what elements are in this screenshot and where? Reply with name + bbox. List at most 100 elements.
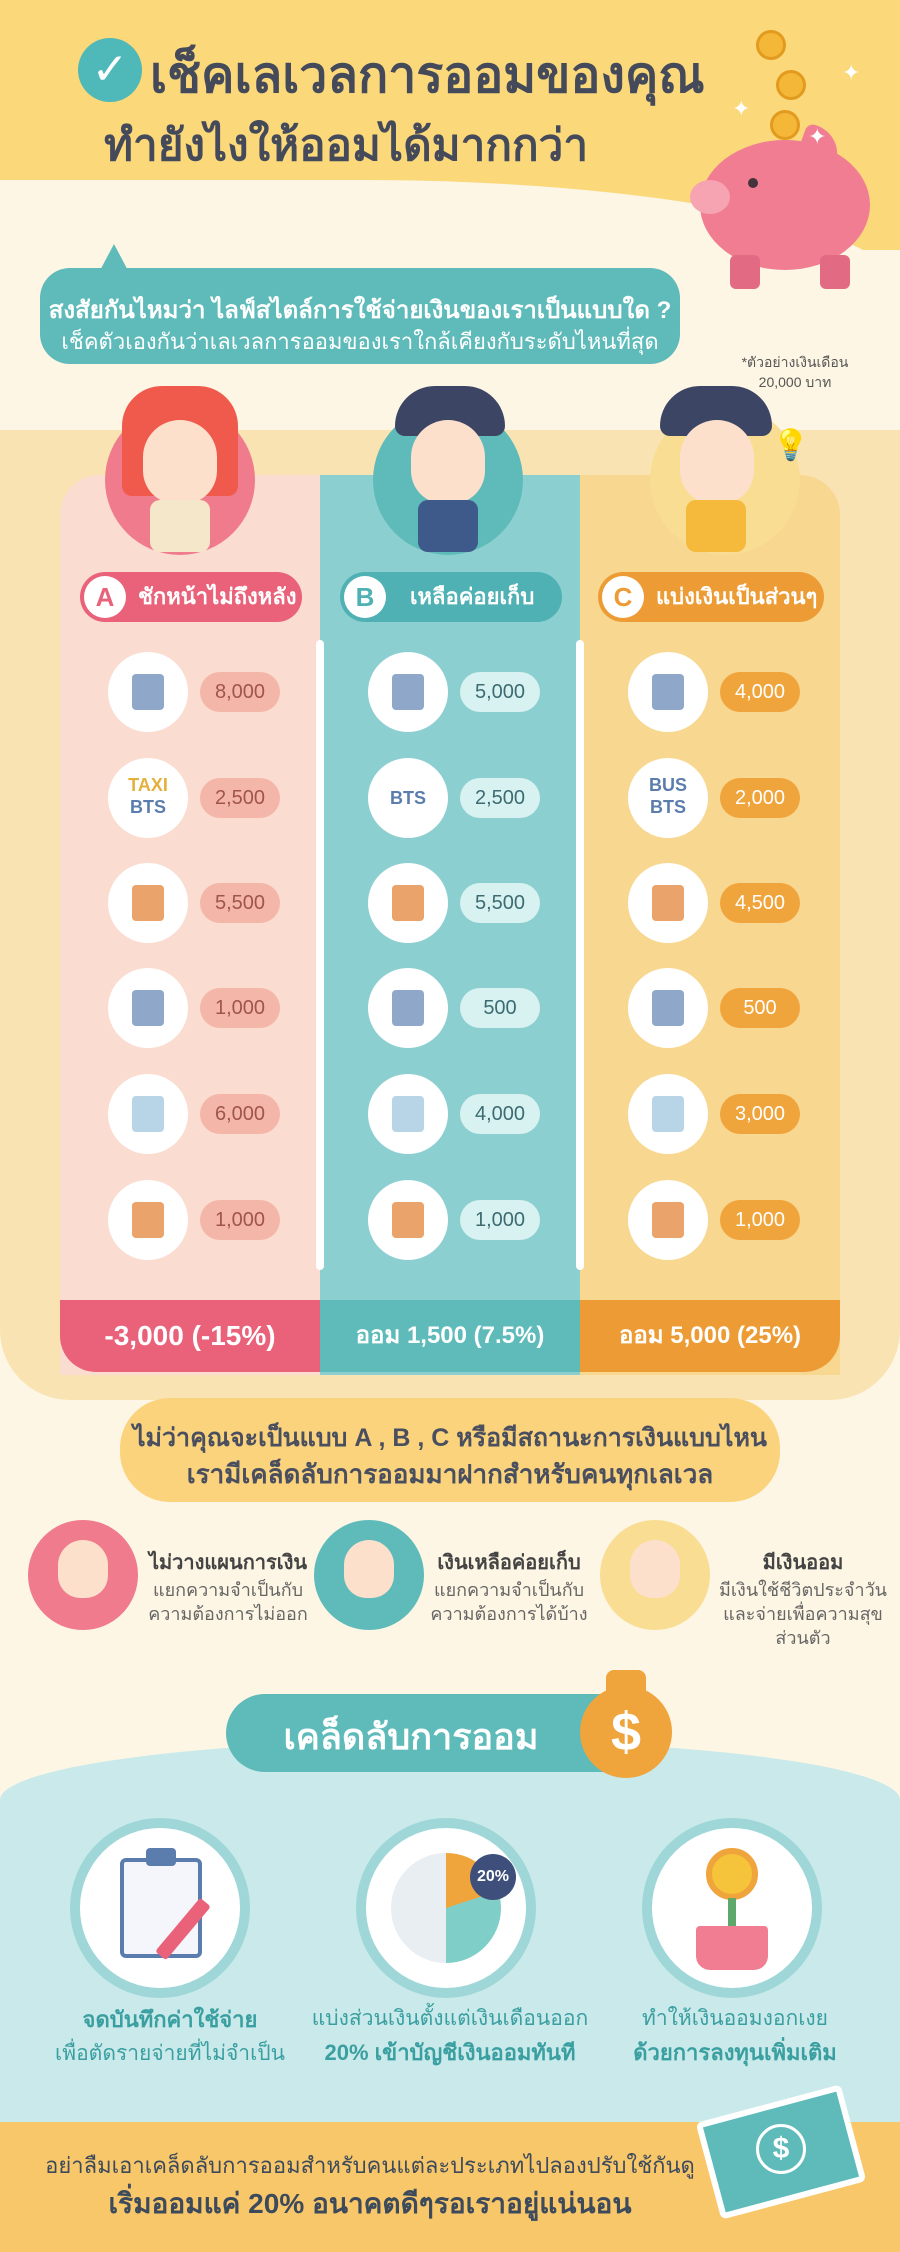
icon-glyph: [392, 674, 424, 710]
persona-c-tip-line-1: มีเงินใช้ชีวิตประจำวัน: [719, 1580, 887, 1600]
shopping-bags-icon: [108, 1074, 188, 1154]
icon-label: BUS: [648, 775, 687, 795]
icon-glyph: [132, 885, 164, 921]
expense-amount: 2,500: [460, 778, 540, 818]
piggy-bank-icon: [700, 140, 870, 270]
flower-stem: [728, 1898, 736, 1928]
persona-a-label: ชักหน้าไม่ถึงหลัง: [138, 584, 297, 609]
persona-c-label: แบ่งเงินเป็นส่วนๆ: [656, 584, 818, 609]
cosmetics-icon: [628, 1180, 708, 1260]
icon-glyph: [132, 674, 164, 710]
persona-b-tip-line-1: แยกความจำเป็นกับ: [433, 1580, 585, 1600]
juice-icon: [368, 968, 448, 1048]
sparkle-icon: ✦: [842, 60, 861, 85]
coin-icon: [756, 30, 786, 60]
persona-a-mini-face: [58, 1540, 108, 1598]
intro-line-1: สงสัยกันไหมว่า ไลฟ์สไตล์การใช้จ่ายเงินขอ…: [48, 297, 672, 324]
expense-amount: 2,000: [720, 778, 800, 818]
persona-c-tip-line-3: ส่วนตัว: [775, 1628, 831, 1648]
flower-pot-icon: [696, 1926, 768, 1970]
persona-c-tip-title: มีเงินออม: [762, 1552, 844, 1574]
persona-a-face: [143, 420, 217, 504]
tip-1-line-2: เพื่อตัดรายจ่ายที่ไม่จำเป็น: [55, 2042, 285, 2065]
coffee-cup-icon: [108, 968, 188, 1048]
footer-line-2: เริ่มออมแค่ 20% อนาคตดีๆรอเราอยู่แน่นอน: [108, 2188, 632, 2219]
persona-a-letter: A: [84, 576, 126, 618]
expense-amount: 4,500: [720, 883, 800, 923]
footer-line-1: อย่าลืมเอาเคล็ดลับการออมสำหรับคนแต่ละประ…: [45, 2153, 695, 2178]
tip-3-line-2: ด้วยการลงทุนเพิ่มเติม: [633, 2040, 837, 2065]
tip-3-text: ทำให้เงินออมงอกเงย ด้วยการลงทุนเพิ่มเติม: [585, 2002, 885, 2070]
icon-glyph: [652, 990, 684, 1026]
lightbulb-icon: 💡: [772, 429, 810, 462]
icon-glyph: [392, 885, 424, 921]
shopping-bags-icon: [628, 1074, 708, 1154]
salary-note: *ตัวอย่างเงินเดือน 20,000 บาท: [720, 352, 870, 392]
taxi-bts-icon: TAXI BTS: [108, 758, 188, 838]
coin-icon: [770, 110, 800, 140]
persona-b-shirt: [418, 500, 478, 552]
dollar-icon: $: [756, 2124, 806, 2174]
piggy-eye: [748, 178, 758, 188]
expense-amount: 5,000: [460, 672, 540, 712]
persona-b-tip-title: เงินเหลือค่อยเก็บ: [437, 1552, 581, 1574]
persona-b-result: ออม 1,500 (7.5%): [320, 1300, 580, 1372]
persona-b-face: [411, 420, 485, 504]
expense-amount: 4,000: [720, 672, 800, 712]
persona-b-letter: B: [344, 576, 386, 618]
expense-amount: 1,000: [200, 988, 280, 1028]
persona-c-tip: มีเงินออม มีเงินใช้ชีวิตประจำวัน และจ่าย…: [718, 1546, 888, 1650]
icon-glyph: [652, 1202, 684, 1238]
tip-2-text: แบ่งส่วนเงินตั้งแต่เงินเดือนออก 20% เข้า…: [300, 2002, 600, 2070]
expense-amount: 8,000: [200, 672, 280, 712]
expense-amount: 5,500: [200, 883, 280, 923]
page-title: เช็คเลเวลการออมของคุณ: [150, 47, 705, 103]
money-bag-icon: $: [580, 1686, 672, 1778]
persona-b-tip: เงินเหลือค่อยเก็บ แยกความจำเป็นกับ ความต…: [424, 1546, 594, 1626]
icon-glyph: [652, 1096, 684, 1132]
piggy-leg: [730, 255, 760, 289]
tip-2-line-2: 20% เข้าบัญชีเงินออมทันที: [324, 2040, 576, 2065]
water-bottle-icon: [628, 968, 708, 1048]
persona-b-tip-line-2: ความต้องการได้บ้าง: [430, 1604, 588, 1624]
tips-title: เคล็ดลับการออม: [283, 1716, 539, 1757]
checkmark-icon: ✓: [78, 38, 142, 102]
expense-amount: 6,000: [200, 1094, 280, 1134]
column-divider: [316, 640, 324, 1270]
icon-glyph: [392, 1096, 424, 1132]
icon-glyph: [652, 885, 684, 921]
persona-a-shirt: [150, 500, 210, 552]
persona-c-letter: C: [602, 576, 644, 618]
salary-note-line-1: *ตัวอย่างเงินเดือน: [741, 354, 849, 370]
expense-amount: 5,500: [460, 883, 540, 923]
icon-glyph: [132, 1202, 164, 1238]
persona-c-pill: C แบ่งเงินเป็นส่วนๆ: [598, 572, 824, 622]
summary-box: [120, 1398, 780, 1502]
expense-amount: 4,000: [460, 1094, 540, 1134]
clipboard-clip: [146, 1848, 176, 1866]
tip-1-circle: [70, 1818, 250, 1998]
icon-label: TAXI: [128, 775, 168, 795]
persona-c-result: ออม 5,000 (25%): [580, 1300, 840, 1372]
apartment-icon: [628, 652, 708, 732]
persona-c-shirt: [686, 500, 746, 552]
persona-a-tip: ไม่วางแผนการเงิน แยกความจำเป็นกับ ความต้…: [148, 1546, 308, 1626]
shopping-bags-icon: [368, 1074, 448, 1154]
icon-label: BTS: [130, 797, 166, 817]
persona-c-mini-face: [630, 1540, 680, 1598]
dining-icon: [368, 863, 448, 943]
icon-glyph: [392, 1202, 424, 1238]
expense-amount: 2,500: [200, 778, 280, 818]
tip-3-circle: [642, 1818, 822, 1998]
page-subtitle: ทำยังไงให้ออมได้มากกว่า: [104, 121, 589, 170]
bts-icon: BTS: [368, 758, 448, 838]
icon-glyph: [132, 990, 164, 1026]
persona-a-tip-line-1: แยกความจำเป็นกับ: [152, 1580, 304, 1600]
persona-a-tip-line-2: ความต้องการไม่ออก: [148, 1604, 308, 1624]
summary-line-2: เรามีเคล็ดลับการออมมาฝากสำหรับคนทุกเลเวล: [186, 1459, 714, 1489]
tip-1-line-1: จดบันทึกค่าใช้จ่าย: [82, 2007, 258, 2032]
expense-amount: 500: [720, 988, 800, 1028]
tip-3-line-1: ทำให้เงินออมงอกเงย: [642, 2007, 828, 2030]
buildings-icon: [108, 652, 188, 732]
tip-2-line-1: แบ่งส่วนเงินตั้งแต่เงินเดือนออก: [311, 2007, 589, 2030]
